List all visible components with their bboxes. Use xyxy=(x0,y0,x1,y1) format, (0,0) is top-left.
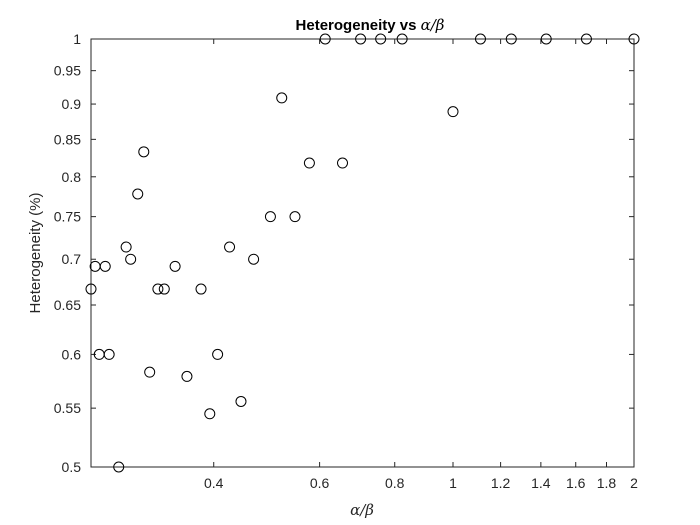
data-point xyxy=(125,253,137,265)
data-point xyxy=(303,157,315,169)
data-points xyxy=(85,33,640,473)
data-point xyxy=(396,33,408,45)
y-axis-label: Heterogeneity (%) xyxy=(27,193,44,314)
data-point xyxy=(99,260,111,272)
data-point xyxy=(248,253,260,265)
data-point xyxy=(628,33,640,45)
data-point xyxy=(580,33,592,45)
y-tick-label: 1 xyxy=(73,31,81,47)
x-tick-label: 1 xyxy=(449,475,457,491)
data-point xyxy=(212,348,224,360)
y-tick-label: 0.75 xyxy=(54,209,81,225)
data-point xyxy=(195,283,207,295)
data-point xyxy=(138,146,150,158)
x-tick-label: 0.4 xyxy=(204,475,224,491)
data-point xyxy=(144,366,156,378)
data-point xyxy=(474,33,486,45)
y-tick-label: 0.9 xyxy=(62,96,82,112)
data-point xyxy=(264,211,276,223)
data-point xyxy=(132,188,144,200)
y-tick-label: 0.7 xyxy=(62,251,82,267)
data-point xyxy=(355,33,367,45)
y-axis: 0.5 0.55 0.6 0.65 0.7 0.75 0.8 0.85 0.9 0.95 1 xyxy=(54,31,634,475)
data-point xyxy=(224,241,236,253)
x-tick-label: 1.2 xyxy=(491,475,511,491)
x-tick-label: 1.8 xyxy=(597,475,617,491)
data-point xyxy=(113,461,125,473)
data-point xyxy=(181,370,193,382)
x-axis: 0.4 0.6 0.8 1 1.2 1.4 1.6 1.8 2 xyxy=(204,39,638,491)
data-point xyxy=(235,395,247,407)
y-tick-label: 0.95 xyxy=(54,63,81,79)
y-tick-label: 0.55 xyxy=(54,400,81,416)
data-point xyxy=(152,283,164,295)
chart-title: Heterogeneity vs α/β xyxy=(296,16,445,34)
data-point xyxy=(375,33,387,45)
x-tick-label: 2 xyxy=(630,475,638,491)
data-point xyxy=(447,106,459,118)
x-tick-label: 1.6 xyxy=(566,475,586,491)
y-tick-label: 0.6 xyxy=(62,346,82,362)
data-point xyxy=(120,241,132,253)
y-tick-label: 0.8 xyxy=(62,169,82,185)
data-point xyxy=(276,92,288,104)
data-point xyxy=(158,283,170,295)
plot-area-box xyxy=(90,38,635,468)
x-tick-label: 0.8 xyxy=(385,475,405,491)
data-point xyxy=(169,260,181,272)
data-point xyxy=(85,283,97,295)
chart-title-text: Heterogeneity vs xyxy=(296,17,421,34)
data-point xyxy=(540,33,552,45)
y-tick-label: 0.65 xyxy=(54,297,81,313)
data-point xyxy=(505,33,517,45)
y-tick-label: 0.85 xyxy=(54,131,81,147)
data-point xyxy=(103,348,115,360)
x-tick-label: 0.6 xyxy=(310,475,330,491)
data-point xyxy=(204,408,216,420)
x-tick-label: 1.4 xyxy=(531,475,551,491)
data-point xyxy=(337,157,349,169)
y-tick-label: 0.5 xyxy=(62,459,82,475)
data-point xyxy=(289,211,301,223)
chart-title-math: α/β xyxy=(421,16,445,34)
data-point xyxy=(319,33,331,45)
x-axis-label: α/β xyxy=(350,501,374,519)
